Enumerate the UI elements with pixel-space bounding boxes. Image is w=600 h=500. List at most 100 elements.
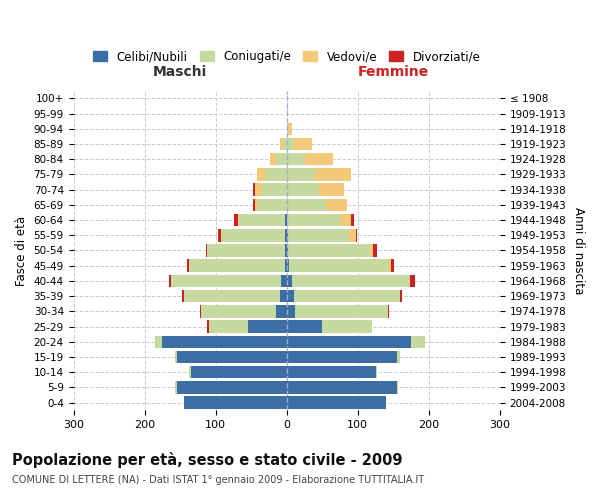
Bar <box>155 336 163 348</box>
Bar <box>287 396 386 409</box>
Bar <box>248 320 287 333</box>
Bar <box>207 244 286 256</box>
Bar <box>175 381 176 394</box>
Bar <box>281 274 287 287</box>
Bar <box>184 396 287 409</box>
Bar <box>294 290 400 302</box>
Bar <box>287 184 319 196</box>
Bar <box>411 336 425 348</box>
Bar <box>287 198 326 211</box>
Bar <box>326 198 347 211</box>
Bar <box>207 320 209 333</box>
Bar <box>400 290 402 302</box>
Bar <box>287 214 340 226</box>
Bar <box>202 305 276 318</box>
Bar <box>388 305 389 318</box>
Bar <box>257 168 265 180</box>
Y-axis label: Fasce di età: Fasce di età <box>15 216 28 286</box>
Bar <box>200 305 202 318</box>
Text: Femmine: Femmine <box>358 64 429 78</box>
Bar <box>280 290 287 302</box>
Bar <box>288 229 349 241</box>
Bar <box>397 381 398 394</box>
Bar <box>356 229 357 241</box>
Bar <box>288 244 370 256</box>
Bar <box>259 198 287 211</box>
Bar <box>182 290 184 302</box>
Bar <box>253 198 255 211</box>
Bar <box>283 138 287 150</box>
Bar <box>287 290 294 302</box>
Bar <box>255 198 259 211</box>
Bar <box>292 274 410 287</box>
Bar <box>175 351 176 364</box>
Bar <box>209 320 248 333</box>
Bar <box>294 138 311 150</box>
Bar <box>287 274 292 287</box>
Bar <box>287 336 411 348</box>
Bar <box>163 336 287 348</box>
Bar <box>234 214 238 226</box>
Bar <box>169 274 171 287</box>
Bar <box>188 260 284 272</box>
Text: Popolazione per età, sesso e stato civile - 2009: Popolazione per età, sesso e stato civil… <box>12 452 403 468</box>
Bar <box>315 168 351 180</box>
Bar <box>397 351 400 364</box>
Bar <box>287 138 294 150</box>
Bar <box>238 214 239 226</box>
Bar <box>287 260 289 272</box>
Bar <box>289 260 388 272</box>
Bar <box>262 184 287 196</box>
Bar <box>287 366 376 378</box>
Text: COMUNE DI LETTERE (NA) - Dati ISTAT 1° gennaio 2009 - Elaborazione TUTTITALIA.IT: COMUNE DI LETTERE (NA) - Dati ISTAT 1° g… <box>12 475 424 485</box>
Bar <box>287 168 315 180</box>
Bar <box>295 305 388 318</box>
Bar <box>319 184 344 196</box>
Bar <box>287 351 397 364</box>
Bar <box>276 153 287 166</box>
Bar <box>388 260 391 272</box>
Bar <box>391 260 394 272</box>
Bar <box>271 153 276 166</box>
Bar <box>187 260 188 272</box>
Bar <box>322 320 372 333</box>
Bar <box>340 214 351 226</box>
Bar <box>351 214 354 226</box>
Bar <box>287 381 397 394</box>
Bar <box>176 351 287 364</box>
Bar <box>284 260 287 272</box>
Legend: Celibi/Nubili, Coniugati/e, Vedovi/e, Divorziati/e: Celibi/Nubili, Coniugati/e, Vedovi/e, Di… <box>88 46 485 68</box>
Bar <box>255 184 262 196</box>
Bar <box>191 366 287 378</box>
Bar <box>190 366 191 378</box>
Bar <box>288 122 292 135</box>
Bar <box>176 381 287 394</box>
Bar <box>184 290 280 302</box>
Bar <box>265 168 287 180</box>
Bar <box>280 138 283 150</box>
Bar <box>253 184 255 196</box>
Bar <box>305 153 333 166</box>
Bar <box>286 244 287 256</box>
Bar <box>276 305 287 318</box>
Y-axis label: Anni di nascita: Anni di nascita <box>572 207 585 294</box>
Bar <box>286 229 287 241</box>
Bar <box>221 229 286 241</box>
Bar <box>376 366 377 378</box>
Bar <box>287 305 295 318</box>
Bar <box>218 229 221 241</box>
Bar <box>287 153 305 166</box>
Bar <box>206 244 207 256</box>
Bar <box>287 244 288 256</box>
Bar <box>370 244 373 256</box>
Bar <box>410 274 415 287</box>
Bar <box>286 214 287 226</box>
Bar <box>287 229 288 241</box>
Bar <box>349 229 356 241</box>
Bar <box>239 214 286 226</box>
Bar <box>171 274 281 287</box>
Bar <box>373 244 377 256</box>
Text: Maschi: Maschi <box>153 64 207 78</box>
Bar <box>287 320 322 333</box>
Bar <box>287 122 288 135</box>
